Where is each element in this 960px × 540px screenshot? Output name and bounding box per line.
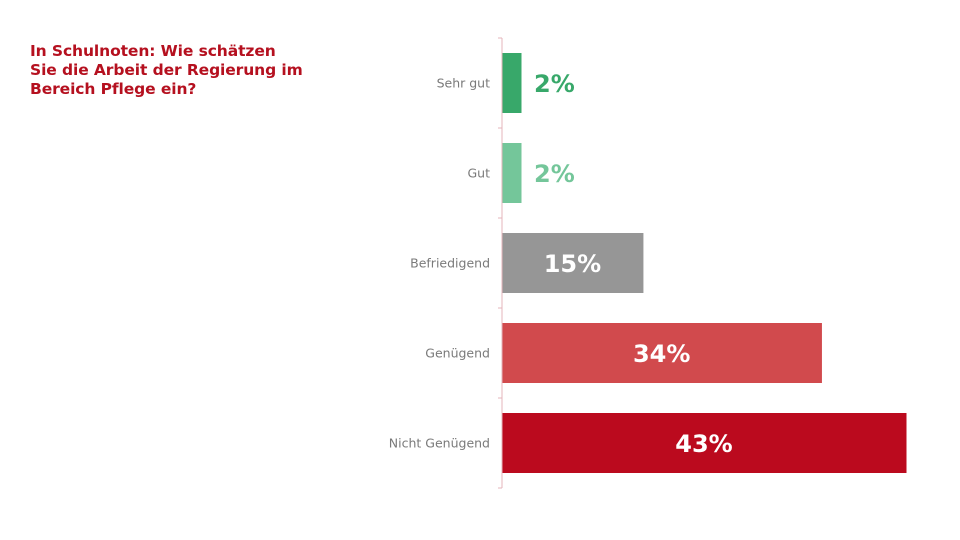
value-label-1: 2% bbox=[534, 70, 575, 98]
category-label-5: Nicht Genügend bbox=[389, 436, 490, 451]
value-label-2: 2% bbox=[534, 160, 575, 188]
bar-3 bbox=[502, 233, 644, 293]
category-label-3: Befriedigend bbox=[410, 256, 490, 271]
chart-title-line-2: Sie die Arbeit der Regierung im bbox=[30, 61, 303, 79]
bar-4 bbox=[502, 323, 822, 383]
value-label-3: 15% bbox=[544, 250, 601, 278]
chart-title: In Schulnoten: Wie schätzen Sie die Arbe… bbox=[30, 42, 330, 99]
bar-1 bbox=[502, 53, 522, 113]
category-label-1: Sehr gut bbox=[437, 76, 491, 91]
value-label-5: 43% bbox=[675, 430, 732, 458]
chart-title-line-3: Bereich Pflege ein? bbox=[30, 80, 197, 98]
category-label-2: Gut bbox=[467, 166, 490, 181]
bar-2 bbox=[502, 143, 522, 203]
value-label-4: 34% bbox=[633, 340, 690, 368]
chart-title-line-1: In Schulnoten: Wie schätzen bbox=[30, 42, 276, 60]
bar-5 bbox=[502, 413, 907, 473]
category-label-4: Genügend bbox=[425, 346, 490, 361]
